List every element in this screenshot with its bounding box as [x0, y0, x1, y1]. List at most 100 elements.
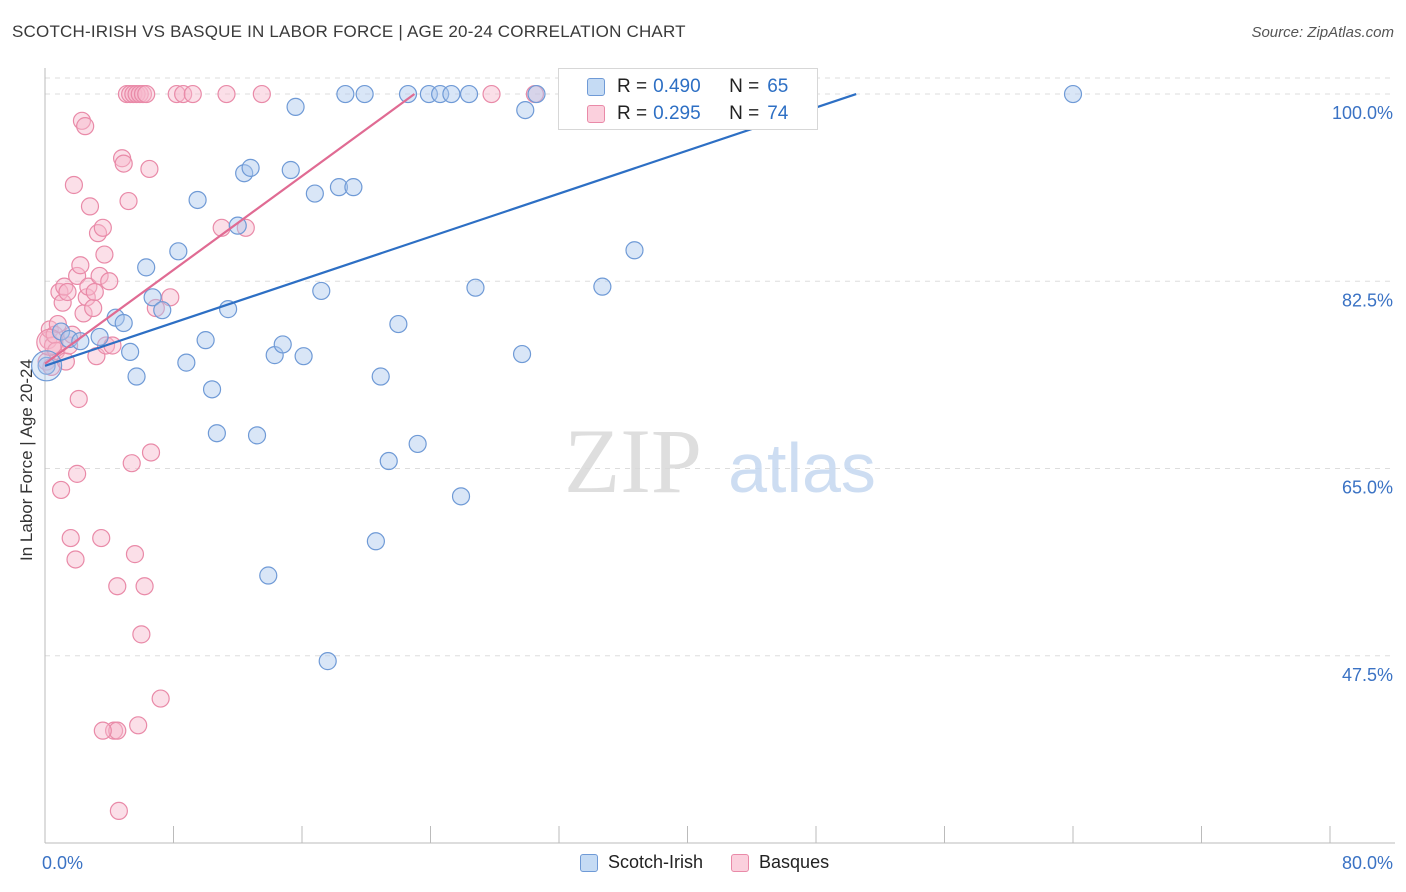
basques-point [93, 218, 112, 237]
legend-swatch-pink [587, 105, 605, 123]
scotch-irish-point [286, 97, 305, 116]
scotch-irish-point [355, 84, 374, 104]
basques-point [92, 528, 111, 548]
scotch-irish-point [294, 347, 313, 366]
basques-point [482, 84, 501, 104]
basques-point [88, 224, 108, 243]
x-tick-label: 0.0% [42, 853, 83, 873]
scotch-irish-point [273, 335, 292, 354]
basques-point [71, 256, 90, 275]
scotch-irish-point [527, 84, 546, 104]
basques-point [129, 716, 148, 735]
scotch-irish-point [379, 451, 398, 471]
tick-labels: 47.5% 65.0% 82.5% 100.0% 0.0% 80.0% [42, 103, 1393, 873]
basques-point [36, 328, 64, 356]
scotch-irish-point [169, 242, 188, 261]
legend-r-label: R = [617, 76, 648, 97]
stats-legend: R = 0.490 N = 65 R = 0.295 N = 74 [558, 68, 818, 130]
basques-point [167, 84, 186, 104]
legend-n-value: 74 [767, 103, 789, 124]
basques-point [119, 191, 138, 211]
scotch-irish-point [228, 216, 247, 235]
scotch-irish-point [114, 313, 133, 333]
basques-point [61, 528, 80, 548]
basques-point [51, 480, 71, 500]
basques-point [135, 577, 154, 596]
basques-point [85, 282, 104, 302]
basques-point [68, 266, 87, 286]
legend-swatch-blue [580, 853, 598, 872]
basques-point [109, 801, 128, 821]
scotch-irish-point [143, 288, 162, 307]
basques-points [36, 84, 545, 821]
basques-point [64, 175, 84, 195]
scotch-irish-point [312, 281, 331, 301]
basques-point [125, 545, 145, 564]
basques-point [95, 245, 114, 264]
scotch-irish-point [625, 241, 644, 260]
basques-point [72, 111, 92, 130]
x-tick-label: 80.0% [1342, 853, 1393, 873]
scotch-irish-point [305, 184, 324, 203]
legend-r-label: R = [617, 103, 648, 124]
basques-point [68, 464, 87, 483]
legend-n-label: N = [729, 76, 760, 97]
basques-point [174, 84, 193, 104]
scotch-irish-point [207, 424, 226, 443]
basques-trendline [44, 93, 416, 365]
scotch-irish-point [398, 84, 418, 104]
basques-point [84, 298, 103, 318]
scotch-irish-points [31, 84, 1083, 671]
basques-point [90, 266, 109, 286]
scotch-irish-point [512, 344, 532, 364]
basques-point [122, 454, 141, 473]
basques-point [252, 84, 271, 104]
scotch-irish-point [177, 353, 196, 372]
legend-n-label: N = [729, 103, 760, 124]
scotch-irish-point [196, 331, 215, 350]
scotch-irish-point [442, 84, 461, 104]
scotch-irish-point [336, 84, 355, 104]
scotch-irish-point [366, 532, 385, 551]
basques-point [108, 721, 127, 740]
basques-point [137, 84, 156, 104]
legend-label-scotch-irish: Scotch-Irish [608, 852, 704, 872]
basques-point [53, 293, 72, 312]
legend-swatch-pink [731, 853, 750, 872]
watermark-zip: ZIP [564, 410, 702, 512]
basques-point [93, 721, 112, 740]
scotch-irish-point [371, 367, 390, 386]
scotch-irish-point [389, 314, 408, 334]
basques-point [151, 689, 170, 708]
basques-point [69, 389, 88, 409]
legend-item-scotch-irish: Scotch-Irish [580, 852, 703, 873]
scotch-irish-point [329, 178, 349, 197]
scotch-irish-point [281, 160, 300, 180]
scotch-irish-point [1063, 84, 1083, 104]
y-tick-label: 82.5% [1342, 290, 1393, 310]
scotch-irish-point [137, 258, 156, 277]
trendlines [44, 93, 857, 367]
axes [44, 68, 1395, 844]
scotch-irish-point [202, 380, 222, 399]
y-tick-label: 100.0% [1332, 103, 1393, 123]
y-tick-label: 47.5% [1342, 665, 1393, 685]
basques-point [80, 197, 100, 216]
legend-n-value: 65 [767, 76, 789, 97]
scotch-irish-point [247, 426, 267, 445]
series-legend: Scotch-Irish Basques [580, 852, 857, 873]
scotch-irish-point [344, 178, 363, 197]
basques-point [132, 625, 151, 644]
scotch-irish-point [153, 301, 172, 320]
legend-swatch-blue [587, 78, 605, 96]
scotch-irish-point [516, 100, 535, 120]
scotch-irish-point [408, 434, 427, 454]
scotch-irish-point [121, 342, 140, 362]
scotch-irish-point [127, 367, 146, 386]
basques-point [114, 154, 133, 173]
scotch-irish-point [466, 278, 485, 297]
legend-r-value: 0.490 [653, 76, 701, 97]
scotch-irish-point [451, 487, 471, 506]
basques-point [217, 84, 236, 104]
